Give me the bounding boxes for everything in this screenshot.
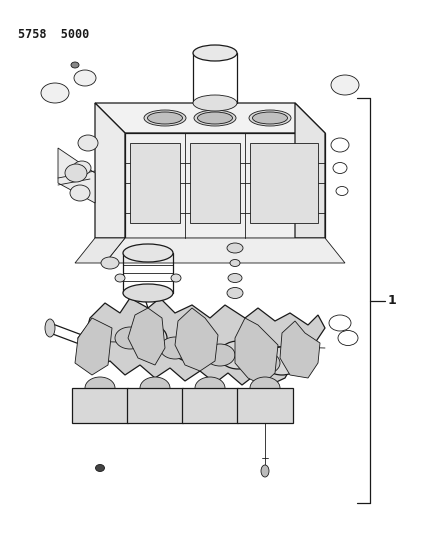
- Polygon shape: [58, 148, 95, 203]
- Ellipse shape: [230, 260, 240, 266]
- Ellipse shape: [228, 273, 242, 282]
- Ellipse shape: [123, 284, 173, 302]
- Ellipse shape: [148, 112, 182, 124]
- Ellipse shape: [195, 377, 225, 399]
- Text: 5758  5000: 5758 5000: [18, 28, 89, 41]
- Ellipse shape: [194, 110, 236, 126]
- Ellipse shape: [129, 324, 167, 352]
- Polygon shape: [75, 238, 125, 263]
- Ellipse shape: [140, 377, 170, 399]
- Ellipse shape: [171, 274, 181, 282]
- Ellipse shape: [250, 377, 280, 399]
- Ellipse shape: [74, 70, 96, 86]
- Ellipse shape: [219, 341, 257, 369]
- Polygon shape: [280, 321, 320, 378]
- Ellipse shape: [227, 287, 243, 298]
- Ellipse shape: [115, 274, 125, 282]
- Polygon shape: [235, 318, 278, 385]
- Ellipse shape: [123, 244, 173, 262]
- Polygon shape: [182, 388, 238, 423]
- Ellipse shape: [160, 337, 190, 359]
- Ellipse shape: [101, 257, 119, 269]
- Ellipse shape: [71, 62, 79, 68]
- Polygon shape: [295, 103, 325, 238]
- Polygon shape: [175, 308, 218, 371]
- Ellipse shape: [197, 112, 232, 124]
- Polygon shape: [127, 388, 183, 423]
- Polygon shape: [105, 238, 345, 263]
- Ellipse shape: [73, 161, 91, 175]
- Polygon shape: [78, 298, 325, 385]
- Polygon shape: [130, 143, 180, 223]
- Ellipse shape: [193, 95, 237, 111]
- Ellipse shape: [70, 185, 90, 201]
- Ellipse shape: [115, 327, 145, 349]
- Polygon shape: [237, 388, 293, 423]
- Polygon shape: [250, 143, 318, 223]
- Ellipse shape: [193, 45, 237, 61]
- Ellipse shape: [95, 464, 104, 472]
- Ellipse shape: [45, 319, 55, 337]
- Ellipse shape: [331, 75, 359, 95]
- Ellipse shape: [85, 377, 115, 399]
- Ellipse shape: [65, 164, 87, 182]
- Ellipse shape: [263, 347, 301, 375]
- Ellipse shape: [41, 83, 69, 103]
- Polygon shape: [190, 143, 240, 223]
- Polygon shape: [128, 308, 165, 365]
- Ellipse shape: [227, 243, 243, 253]
- Ellipse shape: [249, 110, 291, 126]
- Ellipse shape: [261, 465, 269, 477]
- Ellipse shape: [78, 135, 98, 151]
- Polygon shape: [72, 388, 128, 423]
- Text: 1: 1: [388, 294, 397, 307]
- Polygon shape: [125, 133, 325, 238]
- Ellipse shape: [144, 110, 186, 126]
- Polygon shape: [95, 103, 125, 238]
- Ellipse shape: [250, 352, 280, 374]
- Ellipse shape: [173, 334, 211, 362]
- Ellipse shape: [253, 112, 288, 124]
- Ellipse shape: [205, 344, 235, 366]
- Polygon shape: [75, 318, 112, 375]
- Polygon shape: [95, 103, 325, 133]
